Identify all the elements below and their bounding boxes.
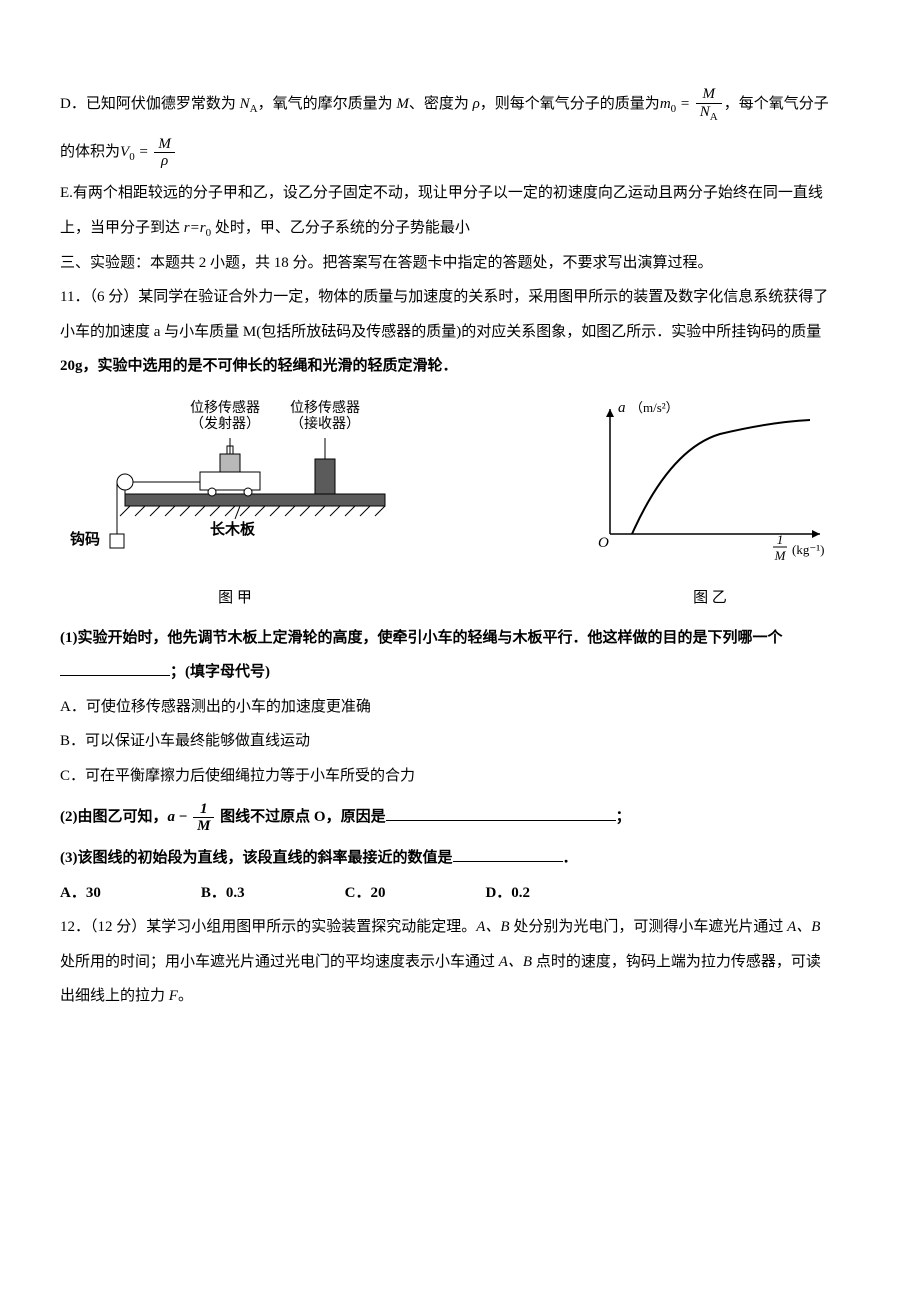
- label-rx2: （接收器）: [290, 415, 360, 432]
- label-rx: 位移传感器: [290, 399, 360, 416]
- text: ；: [616, 809, 631, 825]
- text: 处分别为光电门，可测得小车遮光片通过: [510, 919, 788, 935]
- q11-sub3: (3)该图线的初始段为直线，该段直线的斜率最接近的数值是 ．: [60, 841, 860, 876]
- apparatus-diagram: 位移传感器 （发射器） 位移传感器 （接收器）: [70, 394, 400, 564]
- denominator: NA: [696, 104, 722, 123]
- text: 12．（12 分）某学习小组用图甲所示的实验装置探究动能定理。: [60, 919, 476, 935]
- tx-sensor: [220, 454, 240, 472]
- var-M: M: [396, 96, 409, 112]
- x-frac-num: 1: [777, 532, 784, 547]
- text: 、密度为: [409, 96, 473, 112]
- q11-optC: C．可在平衡摩擦力后使细绳拉力等于小车所受的合力: [60, 759, 860, 794]
- q11-optB: B．可以保证小车最终能够做直线运动: [60, 724, 860, 759]
- text: 图线不过原点 O，原因是: [216, 809, 385, 825]
- hook-weight: [110, 534, 124, 548]
- x-frac-den: M: [774, 548, 787, 563]
- q11-figures: 位移传感器 （发射器） 位移传感器 （接收器）: [70, 394, 850, 616]
- label-tx: 位移传感器: [190, 399, 260, 416]
- q11-optA: A．可使位移传感器测出的小车的加速度更准确: [60, 690, 860, 725]
- board: [125, 494, 385, 506]
- var-m: m: [660, 96, 671, 112]
- var-V: V: [120, 144, 129, 160]
- fraction-m0: MNA: [696, 86, 722, 123]
- var-AB: A、B: [476, 919, 509, 935]
- text: 处时，甲、乙分子系统的分子势能最小: [211, 220, 470, 236]
- text: 点时的速度，钩码上端为拉力传感器，可读: [532, 954, 821, 970]
- q11-sub1-blank: ；(填字母代号): [60, 655, 860, 690]
- figure-jia: 位移传感器 （发射器） 位移传感器 （接收器）: [70, 394, 400, 616]
- text: 。: [178, 988, 193, 1004]
- option-e-line2: 上，当甲分子到达 r=r0 处时，甲、乙分子系统的分子势能最小: [60, 211, 860, 246]
- label-board: 长木板: [210, 520, 256, 538]
- var-r: r=r: [184, 220, 206, 236]
- sub-A: A: [250, 103, 258, 115]
- caption-yi: 图 乙: [570, 581, 850, 616]
- denominator: ρ: [154, 153, 175, 170]
- graph-a-vs-1overM: a （m/s²） O 1 M (kg⁻¹): [570, 394, 850, 564]
- text: (2)由图乙可知，: [60, 809, 168, 825]
- var-rho: ρ: [473, 96, 480, 112]
- var-F: F: [169, 988, 178, 1004]
- q11-stem-2: 小车的加速度 a 与小车质量 M(包括所放砝码及传感器的质量)的对应关系图象，如…: [60, 315, 860, 350]
- rx-sensor: [315, 459, 335, 494]
- text: D．已知阿伏伽德罗常数为: [60, 96, 240, 112]
- numerator: M: [154, 136, 175, 154]
- blank-input-1[interactable]: [60, 660, 170, 676]
- eq: =: [135, 144, 153, 160]
- q11-stem-1: 11．（6 分）某同学在验证合外力一定，物体的质量与加速度的关系时，采用图甲所示…: [60, 280, 860, 315]
- text: 的体积为: [60, 144, 120, 160]
- opt-C: C．20: [345, 876, 386, 911]
- var-AB: A、B: [787, 919, 820, 935]
- q12-line2: 处所用的时间；用小车遮光片通过光电门的平均速度表示小车通过 A、B 点时的速度，…: [60, 945, 860, 980]
- label-tx2: （发射器）: [190, 416, 260, 432]
- text: (3)该图线的初始段为直线，该段直线的斜率最接近的数值是: [60, 850, 453, 866]
- blank-input-3[interactable]: [453, 846, 563, 862]
- text: ，氧气的摩尔质量为: [258, 96, 397, 112]
- text: 上，当甲分子到达: [60, 220, 184, 236]
- opt-B: B．0.3: [201, 876, 245, 911]
- text: 处所用的时间；用小车遮光片通过光电门的平均速度表示小车通过: [60, 954, 499, 970]
- eq: =: [676, 96, 694, 112]
- var-AB: A、B: [499, 954, 532, 970]
- option-d-line1: D．已知阿伏伽德罗常数为 NA，氧气的摩尔质量为 M、密度为 ρ，则每个氧气分子…: [60, 80, 860, 128]
- cart: [200, 472, 260, 490]
- q11-stem-3: 20g，实验中选用的是不可伸长的轻绳和光滑的轻质定滑轮．: [60, 349, 860, 384]
- q11-sub1: (1)实验开始时，他先调节木板上定滑轮的高度，使牵引小车的轻绳与木板平行．他这样…: [60, 621, 860, 656]
- text: ；(填字母代号): [170, 664, 270, 680]
- text: ，则每个氧气分子的质量为: [480, 96, 660, 112]
- opt-A: A．30: [60, 876, 101, 911]
- num: 1: [193, 801, 214, 819]
- text: ，每个氧气分子: [724, 96, 829, 112]
- y-unit: （m/s²）: [630, 400, 679, 415]
- minus: −: [175, 809, 191, 825]
- label-hook: 钩码: [70, 530, 100, 548]
- var-a: a: [168, 809, 176, 825]
- pulley: [117, 474, 133, 490]
- text: 出细线上的拉力: [60, 988, 169, 1004]
- opt-D: D．0.2: [485, 876, 530, 911]
- den: M: [193, 818, 214, 835]
- q11-sub3-options: A．30 B．0.3 C．20 D．0.2: [60, 876, 860, 911]
- q12-line3: 出细线上的拉力 F。: [60, 979, 860, 1014]
- section-3-header: 三、实验题：本题共 2 小题，共 18 分。把答案写在答题卡中指定的答题处，不要…: [60, 246, 860, 281]
- caption-jia: 图 甲: [70, 581, 400, 616]
- fraction-1overM: 1M: [193, 801, 214, 835]
- text: 小车的加速度 a 与小车质量 M(包括所放砝码及传感器的质量)的对应关系图象，如…: [60, 324, 821, 340]
- fraction-v0: Mρ: [154, 136, 175, 170]
- origin: O: [598, 535, 609, 551]
- figure-yi: a （m/s²） O 1 M (kg⁻¹) 图 乙: [570, 394, 850, 616]
- numerator: M: [696, 86, 722, 104]
- option-d-line2: 的体积为V0 = Mρ: [60, 128, 860, 176]
- curve: [632, 420, 810, 534]
- y-label: a: [618, 400, 626, 416]
- var-N: N: [240, 96, 250, 112]
- q12-line1: 12．（12 分）某学习小组用图甲所示的实验装置探究动能定理。A、B 处分别为光…: [60, 910, 860, 945]
- blank-input-2[interactable]: [386, 805, 616, 821]
- q11-sub2: (2)由图乙可知，a − 1M 图线不过原点 O，原因是 ；: [60, 793, 860, 841]
- option-e-line1: E.有两个相距较远的分子甲和乙，设乙分子固定不动，现让甲分子以一定的初速度向乙运…: [60, 176, 860, 211]
- ground-hatch: [120, 506, 385, 516]
- text: ．: [563, 850, 578, 866]
- x-unit: (kg⁻¹): [792, 542, 824, 557]
